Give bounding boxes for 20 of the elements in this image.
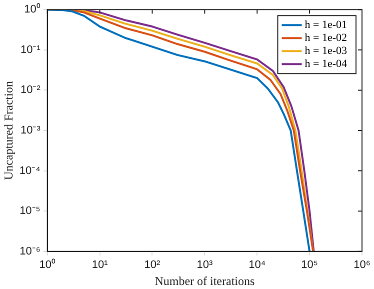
legend-label: h = 1e-04 — [304, 58, 348, 70]
y-axis-title: Uncaptured Fraction — [1, 81, 16, 180]
y-tick-label: 10⁻¹ — [20, 44, 41, 56]
y-tick-label: 10⁻³ — [20, 124, 41, 137]
y-tick-label: 10⁻⁶ — [20, 245, 40, 258]
x-tick-label: 10⁵ — [301, 259, 318, 272]
x-tick-label: 10³ — [196, 259, 213, 272]
legend-label: h = 1e-02 — [304, 32, 347, 44]
legend-label: h = 1e-03 — [304, 44, 348, 57]
x-tick-label: 10⁶ — [354, 259, 370, 272]
legend-label: h = 1e-01 — [304, 18, 347, 31]
y-tick-label: 10⁻² — [20, 84, 41, 96]
x-tick-label: 10⁰ — [39, 258, 56, 272]
x-tick-label: 10¹ — [92, 259, 108, 272]
y-tick-label: 10⁰ — [24, 2, 40, 16]
y-tick-label: 10⁻⁵ — [20, 205, 40, 218]
x-tick-label: 10⁴ — [248, 259, 266, 272]
x-axis-title: Number of iterations — [154, 274, 255, 288]
x-tick-label: 10² — [144, 259, 161, 272]
y-tick-label: 10⁻⁴ — [19, 164, 41, 177]
